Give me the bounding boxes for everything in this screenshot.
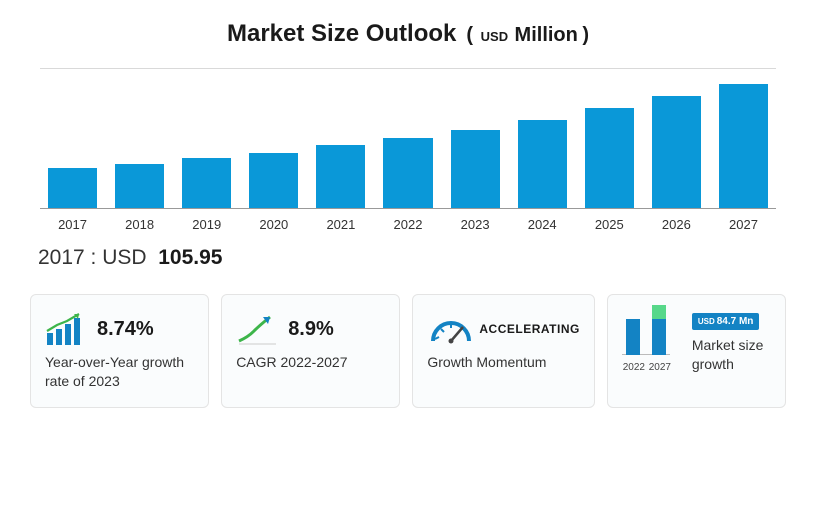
card-momentum: Accelerating Growth Momentum [412,294,594,408]
title-main: Market Size Outlook [227,20,456,47]
title-unit: Million [515,24,578,46]
momentum-label: Growth Momentum [427,353,579,372]
bar-label: 2026 [652,217,701,232]
card-growth: 2022 2027 USD84.7 Mn Market size growth [607,294,786,408]
bar-label: 2025 [585,217,634,232]
bar-label: 2024 [518,217,567,232]
bar-2018 [115,164,164,208]
bar-label: 2021 [316,217,365,232]
momentum-value: Accelerating [479,322,579,336]
mini-bar-chart: 2022 2027 [622,311,682,373]
title-usd: USD [481,29,508,44]
title-paren-close: ) [582,24,589,46]
bar-2019 [182,158,231,208]
cagr-value: 8.9% [288,318,334,341]
gauge-icon [427,311,471,347]
bar-2017 [48,168,97,208]
bar-growth-icon [45,311,89,347]
bar-label: 2020 [249,217,298,232]
bar-2026 [652,96,701,208]
bar-label: 2023 [451,217,500,232]
bar-2025 [585,108,634,208]
bar-2024 [518,120,567,208]
bar-2021 [316,145,365,208]
card-yoy: 8.74% Year-over-Year growth rate of 2023 [30,294,209,408]
bar-label: 2018 [115,217,164,232]
bar-2020 [249,153,298,208]
bar-label: 2022 [383,217,432,232]
yoy-value: 8.74% [97,318,154,341]
trend-up-icon [236,311,280,347]
bar-label: 2027 [719,217,768,232]
bar-2027 [719,84,768,208]
bar-chart: 2017201820192020202120222023202420252026… [40,68,776,228]
yoy-label: Year-over-Year growth rate of 2023 [45,353,194,391]
growth-label: Market size growth [692,336,771,374]
card-cagr: 8.9% CAGR 2022-2027 [221,294,400,408]
growth-badge: USD84.7 Mn [692,313,760,330]
bar-2023 [451,130,500,208]
title-paren-open: ( [461,24,479,46]
kpi-cards: 8.74% Year-over-Year growth rate of 2023… [30,294,786,408]
cagr-label: CAGR 2022-2027 [236,353,385,372]
bar-label: 2019 [182,217,231,232]
bar-label: 2017 [48,217,97,232]
bar-2022 [383,138,432,208]
chart-title: Market Size Outlook ( USD Million ) [30,20,786,48]
base-year-value: 2017 : USD 105.95 [38,246,786,270]
